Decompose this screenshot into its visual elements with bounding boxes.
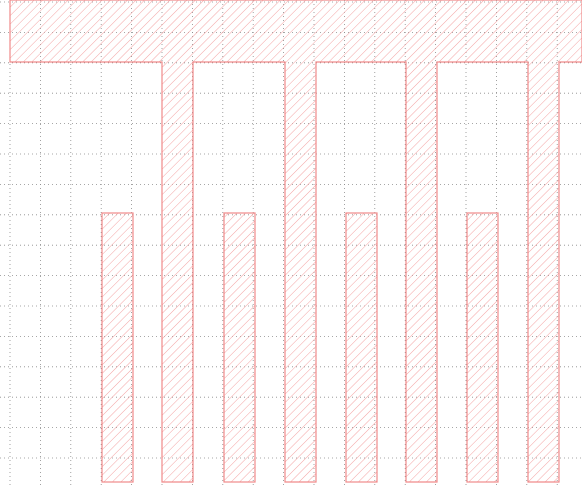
- short-finger-2: [223, 212, 256, 483]
- top-comb-shape: [9, 0, 582, 483]
- short-finger-1: [101, 212, 134, 483]
- short-finger-3: [345, 212, 378, 483]
- short-finger-4: [466, 212, 499, 483]
- shapes: [9, 0, 582, 483]
